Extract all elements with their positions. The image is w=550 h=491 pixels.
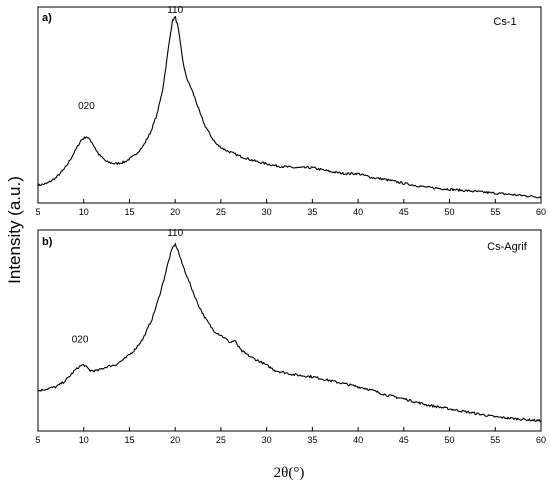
panel-a-frame: [37, 6, 542, 204]
panel-a-x-tick-label: 20: [170, 207, 180, 217]
panel-b-x-ticks: [37, 427, 542, 431]
panel-a-x-tick-label: 45: [399, 207, 409, 217]
panel-a-series-line: [37, 15, 542, 199]
panel-b-x-tick-label: 60: [536, 435, 546, 445]
panel-a-x-tick-labels: 5 10 15 20 25 30 35 40 45 50 55 60: [35, 207, 546, 217]
panel-b-x-tick-label: 10: [79, 435, 89, 445]
panel-a-x-tick-label: 40: [353, 207, 363, 217]
panel-b-x-tick-label: 5: [35, 435, 40, 445]
panel-a-x-tick-label: 25: [216, 207, 226, 217]
panel-b-x-tick-labels: 5 10 15 20 25 30 35 40 45 50 55 60: [35, 435, 546, 445]
panel-a-sample-label: Cs-1: [493, 16, 516, 28]
panel-b-x-tick-label: 15: [124, 435, 134, 445]
panel-b-frame: [37, 229, 542, 432]
panel-b-x-tick-label: 35: [307, 435, 317, 445]
panel-b-peak-label: 110: [167, 228, 183, 239]
panel-a-peak-label: 110: [167, 5, 183, 16]
panel-b-peak-labels: 020 110: [72, 228, 184, 346]
x-axis-title: 2θ(°): [274, 465, 305, 481]
panel-a-peak-label: 020: [78, 101, 95, 112]
panel-b-x-tick-label: 40: [353, 435, 363, 445]
panel-b-x-tick-label: 55: [490, 435, 500, 445]
panel-b-x-tick-label: 45: [399, 435, 409, 445]
panel-a-x-ticks: [37, 199, 542, 203]
panel-a-peak-labels: 020 110: [78, 5, 183, 112]
panel-a-x-tick-label: 50: [445, 207, 455, 217]
panel-b-sample-label: Cs-Agrif: [487, 241, 528, 253]
panel-a-x-tick-label: 30: [262, 207, 272, 217]
panel-b-label: b): [42, 236, 53, 248]
panel-a: a) Cs-1 5 10 15 20 25 30 35 40 45 50 55 60 020 110: [35, 5, 546, 217]
panel-a-x-tick-label: 10: [79, 207, 89, 217]
panel-a-x-tick-label: 15: [124, 207, 134, 217]
y-axis-title: Intensity (a.u.): [5, 176, 24, 284]
panel-a-x-tick-label: 55: [490, 207, 500, 217]
panel-b-series-line: [37, 242, 542, 423]
panel-b-x-tick-label: 20: [170, 435, 180, 445]
panel-a-x-tick-label: 60: [536, 207, 546, 217]
panel-b-x-tick-label: 25: [216, 435, 226, 445]
panel-a-x-tick-label: 35: [307, 207, 317, 217]
panel-b: b) Cs-Agrif 5 10 15 20 25 30 35 40 45 50 55 60 020 1…: [35, 228, 546, 445]
panel-b-peak-label: 020: [72, 335, 89, 346]
panel-b-x-tick-label: 30: [262, 435, 272, 445]
panel-b-x-tick-label: 50: [445, 435, 455, 445]
panel-a-label: a): [42, 12, 52, 24]
panel-a-x-tick-label: 5: [35, 207, 40, 217]
